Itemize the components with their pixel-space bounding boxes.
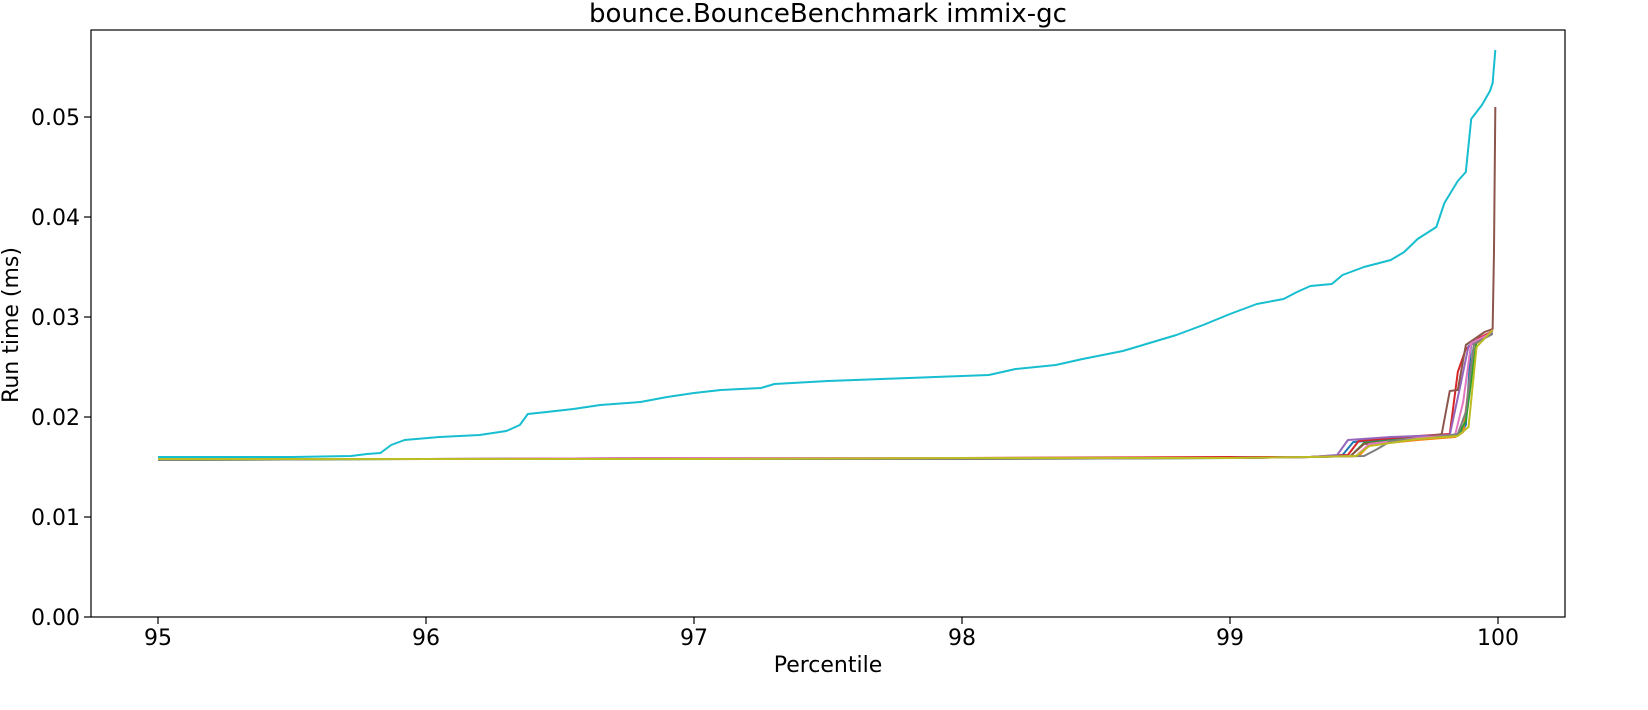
x-tick-label: 99 xyxy=(1216,626,1244,651)
series-line-6 xyxy=(158,106,1497,460)
series-line-3 xyxy=(157,330,1494,461)
plot-area xyxy=(90,29,1566,618)
series-line-4 xyxy=(158,330,1494,460)
series-line-9 xyxy=(158,329,1494,460)
x-tick-label: 98 xyxy=(948,626,976,651)
y-axis: 0.00 0.01 0.02 0.03 0.04 0.05 xyxy=(31,106,91,631)
y-tick-label: 0.03 xyxy=(31,306,80,331)
series-line-10 xyxy=(158,49,1497,458)
x-axis-label: Percentile xyxy=(774,653,883,678)
y-tick-label: 0.04 xyxy=(31,206,80,231)
x-tick-label: 95 xyxy=(144,626,172,651)
x-tick-label: 100 xyxy=(1477,626,1519,651)
x-tick-label: 96 xyxy=(412,626,440,651)
x-tick-label: 97 xyxy=(680,626,708,651)
y-axis-label: Run time (ms) xyxy=(0,247,24,403)
plot-frame xyxy=(90,29,1566,618)
x-axis: 95 96 97 98 99 100 xyxy=(144,617,1519,651)
series-line-5 xyxy=(158,332,1494,460)
chart-title: bounce.BounceBenchmark immix-gc xyxy=(589,0,1067,29)
y-tick-label: 0.02 xyxy=(31,406,80,431)
series-line-8 xyxy=(157,333,1494,461)
y-tick-label: 0.05 xyxy=(31,106,80,131)
series-line-7 xyxy=(158,329,1494,460)
series-line-2 xyxy=(158,327,1494,460)
series-line-1 xyxy=(158,332,1494,460)
y-tick-label: 0.01 xyxy=(31,506,80,531)
series-layer xyxy=(157,49,1497,461)
y-tick-label: 0.00 xyxy=(31,606,80,631)
